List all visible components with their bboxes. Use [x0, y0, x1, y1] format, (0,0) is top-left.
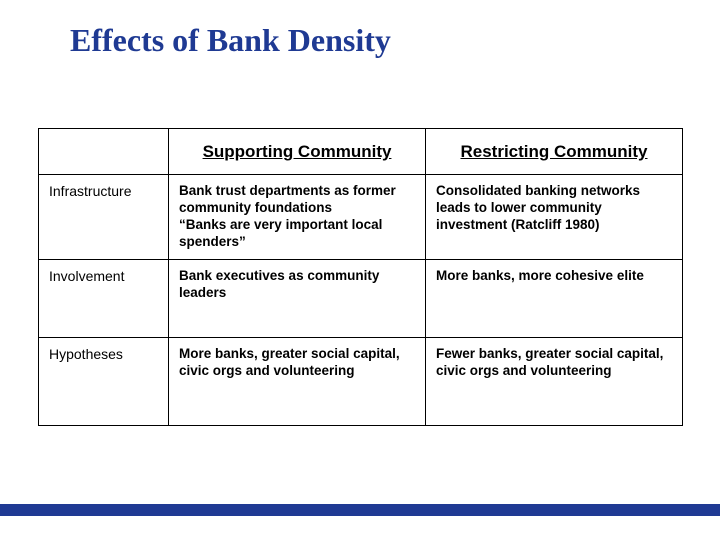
effects-table-wrap: Supporting Community Restricting Communi…: [38, 128, 682, 426]
footer-bar: [0, 504, 720, 516]
effects-table: Supporting Community Restricting Communi…: [38, 128, 683, 426]
table-row: Hypotheses More banks, greater social ca…: [39, 337, 683, 425]
page-title: Effects of Bank Density: [70, 22, 391, 59]
header-restricting: Restricting Community: [426, 129, 683, 175]
slide: Effects of Bank Density Supporting Commu…: [0, 0, 720, 540]
header-supporting: Supporting Community: [169, 129, 426, 175]
cell-involvement-supporting: Bank executives as community leaders: [169, 259, 426, 337]
table-row: Involvement Bank executives as community…: [39, 259, 683, 337]
table-header-row: Supporting Community Restricting Communi…: [39, 129, 683, 175]
row-label-hypotheses: Hypotheses: [39, 337, 169, 425]
cell-hypotheses-supporting: More banks, greater social capital, civi…: [169, 337, 426, 425]
row-label-infrastructure: Infrastructure: [39, 175, 169, 260]
row-label-involvement: Involvement: [39, 259, 169, 337]
cell-infrastructure-supporting: Bank trust departments as former communi…: [169, 175, 426, 260]
cell-infrastructure-restricting: Consolidated banking networks leads to l…: [426, 175, 683, 260]
table-row: Infrastructure Bank trust departments as…: [39, 175, 683, 260]
cell-involvement-restricting: More banks, more cohesive elite: [426, 259, 683, 337]
header-blank: [39, 129, 169, 175]
cell-hypotheses-restricting: Fewer banks, greater social capital, civ…: [426, 337, 683, 425]
